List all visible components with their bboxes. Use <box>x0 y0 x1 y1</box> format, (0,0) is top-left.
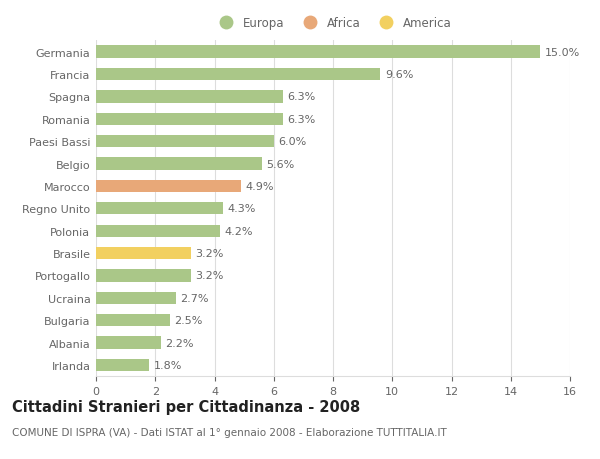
Text: 9.6%: 9.6% <box>385 70 413 80</box>
Text: 3.2%: 3.2% <box>195 248 224 258</box>
Bar <box>96 247 191 260</box>
Text: 4.9%: 4.9% <box>245 181 274 191</box>
Bar <box>96 180 241 193</box>
Text: 2.2%: 2.2% <box>166 338 194 348</box>
Text: 2.7%: 2.7% <box>181 293 209 303</box>
Bar <box>96 136 274 148</box>
Text: Cittadini Stranieri per Cittadinanza - 2008: Cittadini Stranieri per Cittadinanza - 2… <box>12 399 360 414</box>
Bar <box>96 69 380 81</box>
Bar <box>96 270 191 282</box>
Text: 1.8%: 1.8% <box>154 360 182 370</box>
Bar <box>96 225 220 237</box>
Text: 6.0%: 6.0% <box>278 137 307 147</box>
Bar <box>96 359 149 371</box>
Bar <box>96 158 262 170</box>
Legend: Europa, Africa, America: Europa, Africa, America <box>211 14 455 34</box>
Bar <box>96 203 223 215</box>
Bar <box>96 337 161 349</box>
Text: 15.0%: 15.0% <box>545 47 580 57</box>
Text: 5.6%: 5.6% <box>266 159 295 169</box>
Text: 4.3%: 4.3% <box>228 204 256 214</box>
Text: 6.3%: 6.3% <box>287 92 316 102</box>
Text: 6.3%: 6.3% <box>287 114 316 124</box>
Text: 4.2%: 4.2% <box>225 226 253 236</box>
Text: 2.5%: 2.5% <box>175 315 203 325</box>
Text: COMUNE DI ISPRA (VA) - Dati ISTAT al 1° gennaio 2008 - Elaborazione TUTTITALIA.I: COMUNE DI ISPRA (VA) - Dati ISTAT al 1° … <box>12 427 447 437</box>
Bar <box>96 314 170 327</box>
Bar <box>96 91 283 103</box>
Bar <box>96 46 541 59</box>
Text: 3.2%: 3.2% <box>195 271 224 281</box>
Bar <box>96 292 176 304</box>
Bar <box>96 113 283 126</box>
